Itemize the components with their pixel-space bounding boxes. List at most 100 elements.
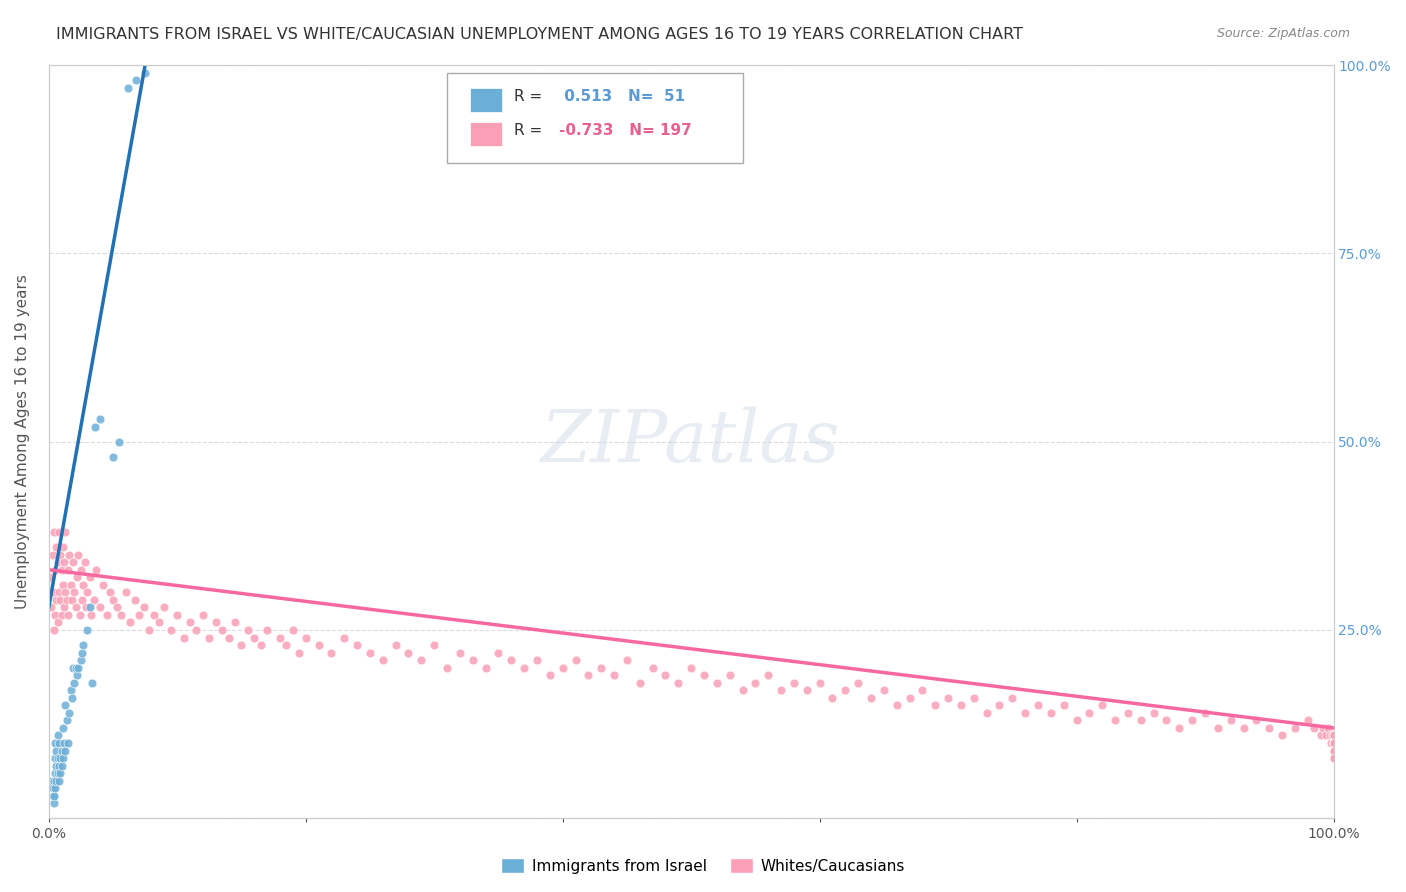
Point (603, 668, 626, 682)
Point (48, 758, 70, 772)
Point (308, 638, 330, 652)
Point (1206, 721, 1229, 735)
Point (1322, 743, 1344, 757)
Text: ZIPatlas: ZIPatlas (541, 407, 841, 477)
Point (236, 623, 259, 637)
Point (1091, 698, 1114, 713)
Point (55, 592, 77, 607)
Point (179, 615, 201, 630)
Point (1066, 714, 1088, 728)
Point (72, 578, 94, 592)
Point (1317, 721, 1340, 735)
Point (1284, 721, 1306, 735)
Point (859, 690, 882, 705)
Point (148, 615, 170, 630)
Point (681, 660, 703, 674)
Point (1116, 706, 1139, 720)
Point (834, 683, 856, 698)
Point (1258, 721, 1281, 735)
Point (48, 773, 70, 788)
Point (82, 675, 104, 690)
Point (41, 781, 63, 796)
Point (41, 773, 63, 788)
Point (75, 600, 97, 615)
Point (988, 698, 1011, 713)
Point (70, 592, 93, 607)
Point (1194, 706, 1216, 720)
Text: Source: ZipAtlas.com: Source: ZipAtlas.com (1216, 27, 1350, 40)
Point (51, 607, 73, 622)
Point (52, 540, 75, 554)
Point (591, 660, 613, 674)
Point (1319, 728, 1341, 742)
Point (770, 683, 793, 698)
Point (1219, 714, 1241, 728)
Point (89, 600, 111, 615)
Point (744, 675, 766, 690)
Point (52, 578, 75, 592)
Point (63, 585, 86, 599)
Point (1039, 706, 1062, 720)
Point (84, 563, 107, 577)
Point (1271, 728, 1294, 742)
Point (538, 668, 561, 682)
Point (321, 646, 343, 660)
Point (1053, 698, 1076, 713)
Point (153, 600, 176, 615)
Point (576, 668, 599, 682)
Point (1322, 736, 1344, 750)
Point (1303, 721, 1326, 735)
Point (654, 668, 676, 682)
Point (42, 796, 65, 810)
Point (55, 698, 77, 713)
Point (46, 728, 69, 742)
Point (41, 548, 63, 562)
Point (124, 592, 146, 607)
Point (48, 525, 70, 540)
Point (46, 615, 69, 630)
Point (808, 675, 831, 690)
Point (62, 660, 84, 674)
Point (1078, 706, 1101, 720)
Point (42, 789, 65, 803)
Point (83, 592, 105, 607)
Point (513, 660, 536, 674)
Point (56, 736, 79, 750)
Point (60, 690, 83, 705)
Point (76, 623, 98, 637)
Point (46, 555, 69, 569)
Point (1322, 736, 1344, 750)
Point (243, 631, 266, 645)
Point (53, 600, 76, 615)
Point (501, 653, 523, 667)
Point (52, 721, 75, 735)
Point (173, 631, 195, 645)
Point (1322, 751, 1344, 765)
Point (44, 736, 66, 750)
Point (51, 743, 73, 757)
Point (1104, 714, 1126, 728)
Point (49, 548, 72, 562)
Point (1322, 743, 1344, 757)
Point (821, 690, 844, 705)
Point (526, 653, 548, 667)
Point (48, 736, 70, 750)
Point (55, 525, 77, 540)
Point (1322, 736, 1344, 750)
Point (1322, 728, 1344, 742)
Point (1312, 721, 1334, 735)
Point (211, 623, 233, 637)
Point (1322, 728, 1344, 742)
Point (616, 653, 638, 667)
Point (976, 706, 998, 720)
Point (1320, 736, 1343, 750)
Point (1322, 743, 1344, 757)
Point (224, 615, 246, 630)
Point (79, 570, 101, 584)
Point (1322, 743, 1344, 757)
Point (783, 675, 806, 690)
Point (1143, 706, 1166, 720)
Point (117, 80, 139, 95)
Point (288, 646, 311, 660)
Point (256, 623, 278, 637)
